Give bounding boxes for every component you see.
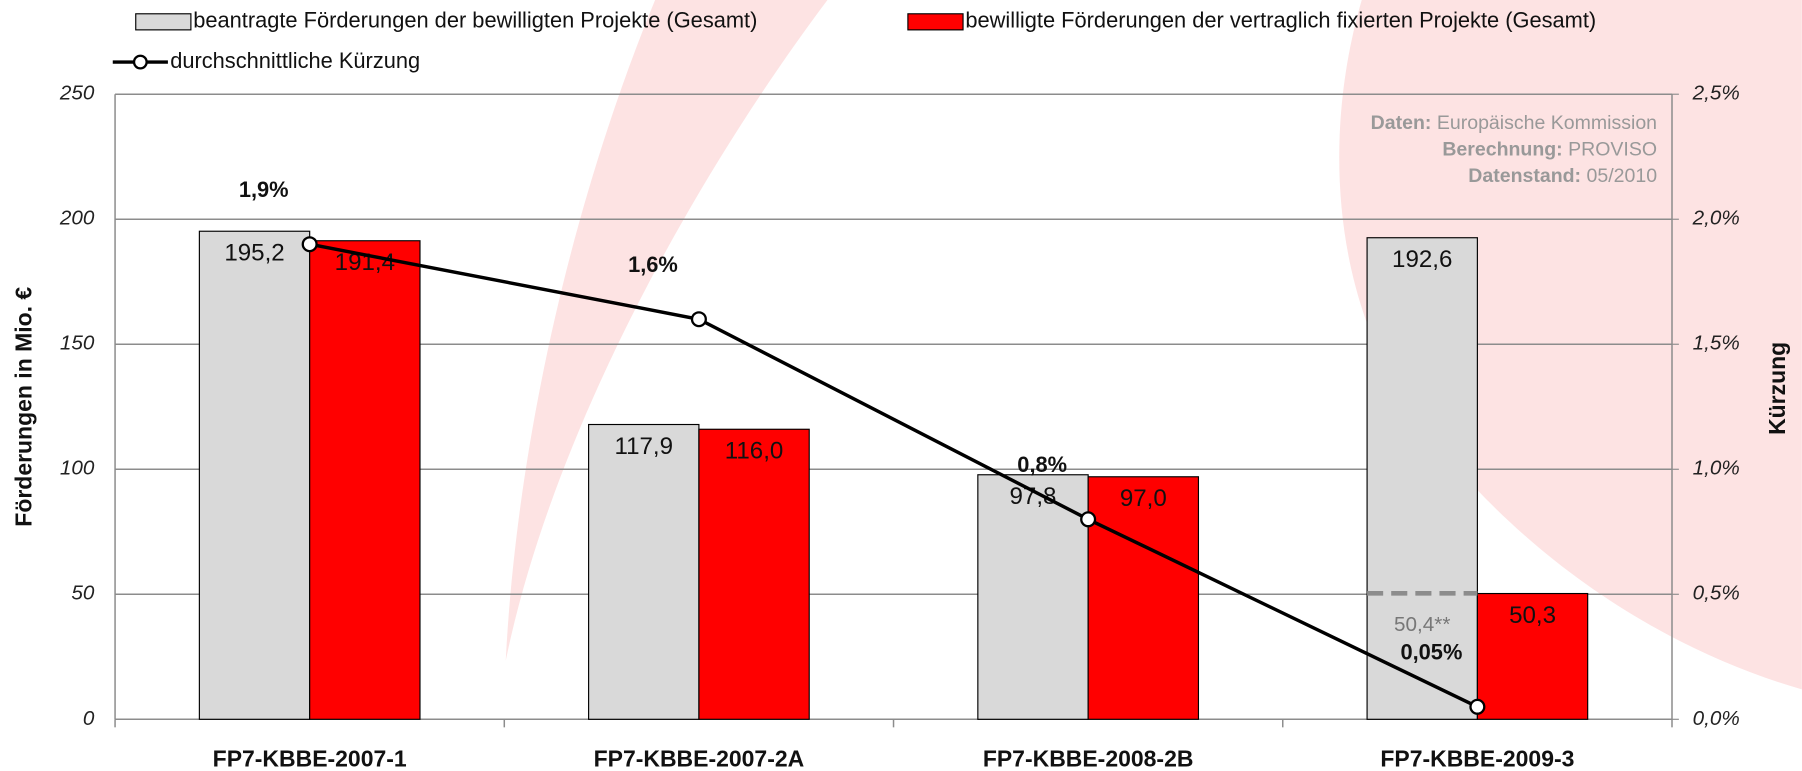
y-tick-label: 100	[60, 457, 95, 480]
source-note: Daten: Europäische Kommission	[1371, 112, 1657, 134]
bar	[699, 429, 809, 719]
source-key: Berechnung:	[1442, 139, 1562, 161]
source-note: Berechnung: PROVISO	[1442, 139, 1657, 161]
line-value-label: 1,9%	[239, 177, 289, 202]
bar-value-label: 195,2	[224, 240, 284, 267]
legend-swatch	[908, 14, 963, 30]
legend-swatch	[136, 14, 191, 30]
bar-value-label: 97,8	[1010, 483, 1057, 510]
line-value-label: 1,6%	[628, 252, 678, 277]
legend-label: beantragte Förderungen der bewilligten P…	[193, 8, 757, 33]
bar	[1088, 477, 1198, 720]
chart: Förderungen in Mio. € Kürzung 0 50 100 150 2…	[0, 0, 1802, 771]
y2-tick-label: 0,5%	[1693, 582, 1740, 605]
bar	[589, 425, 699, 720]
line-point	[303, 237, 317, 251]
y-tick-label: 0	[83, 707, 95, 730]
x-tick-label: FP7-KBBE-2007-2A	[594, 746, 805, 771]
line-value-label: 0,05%	[1400, 640, 1462, 665]
bar-value-label: 97,0	[1120, 485, 1167, 512]
y-axis-title: Förderungen in Mio. €	[11, 287, 37, 527]
bar	[199, 231, 309, 719]
y2-tick-label: 1,0%	[1693, 457, 1740, 480]
source-key: Datenstand:	[1468, 165, 1581, 187]
bar-value-label: 117,9	[614, 433, 673, 460]
y2-tick-label: 1,5%	[1693, 332, 1740, 355]
y2-tick-label: 0,0%	[1693, 707, 1740, 730]
legend-label: bewilligte Förderungen der vertraglich f…	[965, 8, 1596, 33]
x-tick-label: FP7-KBBE-2008-2B	[983, 746, 1194, 771]
source-key: Daten:	[1371, 112, 1432, 134]
line-point	[1081, 512, 1095, 526]
line-point	[1470, 700, 1484, 714]
bar	[310, 241, 420, 720]
y-tick-label: 50	[71, 582, 94, 605]
annotation-label: 50,4**	[1394, 613, 1450, 636]
y2-tick-label: 2,0%	[1692, 207, 1740, 230]
legend-marker	[134, 56, 147, 69]
source-note: Datenstand: 05/2010	[1468, 165, 1657, 187]
source-text: Europäische Kommission	[1437, 112, 1657, 134]
y-tick-label: 200	[59, 207, 95, 230]
y-tick-label: 250	[59, 82, 95, 105]
line-point	[692, 312, 706, 326]
bar-value-label: 50,3	[1509, 602, 1556, 629]
line-value-label: 0,8%	[1017, 452, 1067, 477]
x-tick-label: FP7-KBBE-2009-3	[1380, 746, 1574, 771]
source-text: 05/2010	[1587, 165, 1658, 187]
x-tick-label: FP7-KBBE-2007-1	[213, 746, 407, 771]
y-tick-label: 150	[60, 332, 95, 355]
y2-tick-label: 2,5%	[1692, 82, 1740, 105]
page: {"chart_data": { "type": "bar", "categor…	[0, 0, 1802, 771]
y2-axis-title: Kürzung	[1764, 342, 1790, 435]
line	[310, 244, 1478, 707]
legend-label: durchschnittliche Kürzung	[170, 48, 420, 73]
bar-value-label: 192,6	[1392, 246, 1452, 273]
source-text: PROVISO	[1568, 139, 1657, 161]
bar-value-label: 116,0	[725, 438, 784, 465]
